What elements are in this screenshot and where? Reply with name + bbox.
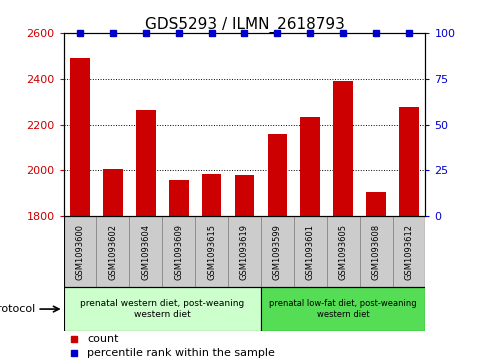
Bar [70, 58, 90, 216]
Text: prenatal western diet, post-weaning
western diet: prenatal western diet, post-weaning west… [80, 299, 244, 319]
Text: GSM1093599: GSM1093599 [272, 224, 281, 280]
Text: protocol: protocol [0, 304, 36, 314]
Bar [195, 216, 227, 287]
Text: GSM1093604: GSM1093604 [141, 224, 150, 280]
Bar [267, 134, 286, 216]
Bar [333, 81, 352, 216]
Bar [96, 216, 129, 287]
Bar [300, 117, 320, 216]
Bar [136, 110, 155, 216]
Bar [63, 287, 261, 331]
Bar [63, 216, 425, 287]
Title: GDS5293 / ILMN_2618793: GDS5293 / ILMN_2618793 [144, 16, 344, 33]
Bar [326, 216, 359, 287]
Text: GSM1093612: GSM1093612 [404, 224, 413, 280]
Bar [234, 175, 254, 216]
Text: GSM1093609: GSM1093609 [174, 224, 183, 280]
Bar [261, 216, 293, 287]
Text: prenatal low-fat diet, post-weaning
western diet: prenatal low-fat diet, post-weaning west… [269, 299, 416, 319]
Text: GSM1093605: GSM1093605 [338, 224, 347, 280]
Bar [63, 216, 96, 287]
Text: count: count [87, 334, 119, 344]
Bar [103, 170, 122, 216]
Bar [168, 180, 188, 216]
Text: GSM1093602: GSM1093602 [108, 224, 117, 280]
Bar [129, 216, 162, 287]
Bar [162, 216, 195, 287]
Bar [359, 216, 392, 287]
Text: GSM1093615: GSM1093615 [207, 224, 216, 280]
Bar [293, 216, 326, 287]
Text: GSM1093601: GSM1093601 [305, 224, 314, 280]
Bar [227, 216, 261, 287]
Bar [261, 287, 425, 331]
Text: percentile rank within the sample: percentile rank within the sample [87, 348, 274, 358]
Text: GSM1093600: GSM1093600 [75, 224, 84, 280]
Text: GSM1093619: GSM1093619 [240, 224, 248, 280]
Bar [366, 192, 385, 216]
Text: GSM1093608: GSM1093608 [371, 224, 380, 280]
Bar [398, 107, 418, 216]
Bar [392, 216, 425, 287]
Bar [202, 174, 221, 216]
